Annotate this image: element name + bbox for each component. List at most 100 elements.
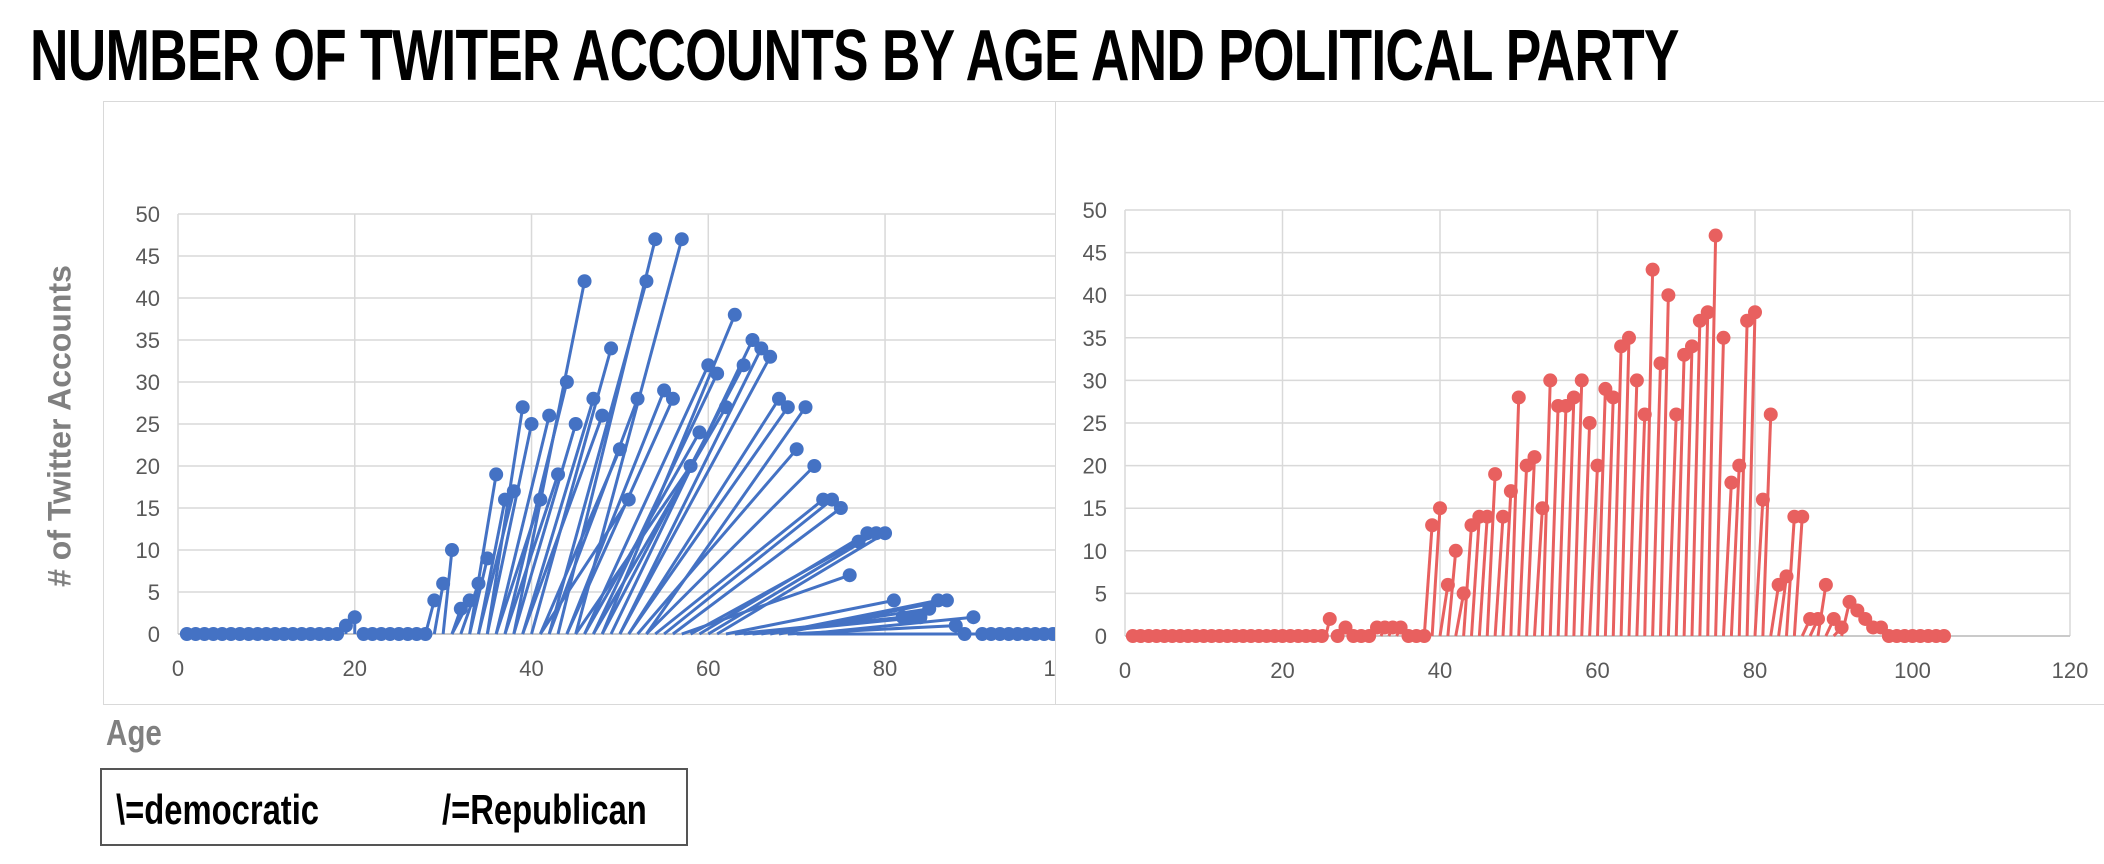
rep-point [1441, 578, 1455, 592]
rep-point [1315, 629, 1329, 643]
rep-ytick-label: 30 [1083, 368, 1107, 393]
dem-point [569, 417, 583, 431]
rep-stem [1668, 414, 1676, 636]
dem-point [507, 484, 521, 498]
dem-point [692, 425, 706, 439]
rep-stem [1598, 389, 1606, 636]
rep-stem [1645, 270, 1653, 636]
rep-stem [1605, 397, 1613, 636]
page-title: NUMBER OF TWITER ACCOUNTS BY AGE AND POL… [30, 12, 1679, 100]
rep-stem [1771, 585, 1779, 636]
rep-stem [1747, 312, 1755, 636]
dem-xtick-label: 40 [519, 656, 543, 681]
rep-stem [1763, 414, 1771, 636]
rep-point [1630, 373, 1644, 387]
dem-xtick-label: 80 [873, 656, 897, 681]
dem-point [719, 400, 733, 414]
rep-stem [1794, 517, 1802, 636]
rep-stem [1558, 406, 1566, 636]
rep-ytick-label: 15 [1083, 496, 1107, 521]
rep-stem [1487, 474, 1495, 636]
rep-point [1732, 459, 1746, 473]
rep-stem [1700, 312, 1708, 636]
democratic-chart-panel: 0 5 10 15 20 25 30 35 40 45 50 0 20 40 60 80 100 [103, 101, 1057, 705]
dem-point [966, 610, 980, 624]
rep-ytick-label: 20 [1083, 454, 1107, 479]
dem-point [348, 610, 362, 624]
rep-ytick-label: 25 [1083, 411, 1107, 436]
rep-point [1480, 510, 1494, 524]
rep-ytick-label: 50 [1083, 198, 1107, 223]
rep-point [1654, 356, 1668, 370]
rep-point [1661, 288, 1675, 302]
dem-point [418, 627, 432, 641]
rep-point [1701, 305, 1715, 319]
dem-ytick-label: 0 [148, 622, 160, 647]
rep-point [1496, 510, 1510, 524]
rep-point [1425, 518, 1439, 532]
rep-stem [1472, 517, 1480, 636]
dem-point [675, 232, 689, 246]
rep-stem [1613, 346, 1621, 636]
rep-point [1591, 459, 1605, 473]
dem-ytick-label: 10 [136, 538, 160, 563]
rep-xtick-label: 40 [1428, 658, 1452, 683]
dem-point [463, 593, 477, 607]
dem-point [737, 358, 751, 372]
dem-point [648, 232, 662, 246]
rep-xtick-label: 20 [1270, 658, 1294, 683]
dem-point [480, 551, 494, 565]
dem-ytick-label: 25 [136, 412, 160, 437]
dem-ytick-label: 5 [148, 580, 160, 605]
rep-stem [1440, 585, 1448, 636]
dem-ytick-label: 40 [136, 286, 160, 311]
dem-point [471, 577, 485, 591]
rep-point [1780, 569, 1794, 583]
rep-stem [1479, 517, 1487, 636]
dem-point [807, 459, 821, 473]
rep-point [1488, 467, 1502, 481]
dem-ytick-label: 15 [136, 496, 160, 521]
dem-point [525, 417, 539, 431]
dem-ytick-label: 45 [136, 244, 160, 269]
rep-point [1811, 612, 1825, 626]
rep-point [1835, 620, 1849, 634]
rep-point [1575, 373, 1589, 387]
dem-stem [487, 424, 531, 634]
dem-point [578, 274, 592, 288]
x-axis-label: Age [106, 712, 162, 754]
dem-point [436, 577, 450, 591]
rep-point [1685, 339, 1699, 353]
rep-stem [1716, 338, 1724, 636]
dem-xtick-label: 0 [172, 656, 184, 681]
dem-point [533, 493, 547, 507]
dem-point [604, 341, 618, 355]
rep-stem [1464, 525, 1472, 636]
dem-point [887, 593, 901, 607]
dem-point [639, 274, 653, 288]
rep-point [1709, 229, 1723, 243]
dem-point [781, 400, 795, 414]
rep-point [1323, 612, 1337, 626]
dem-point [728, 308, 742, 322]
rep-stem [1621, 338, 1629, 636]
rep-stem [1511, 397, 1519, 636]
dem-point [958, 627, 972, 641]
rep-ytick-label: 35 [1083, 326, 1107, 351]
dem-point [790, 442, 804, 456]
rep-point [1606, 390, 1620, 404]
dem-point [684, 459, 698, 473]
dem-ytick-label: 50 [136, 202, 160, 227]
dem-point [843, 568, 857, 582]
rep-point [1504, 484, 1518, 498]
rep-xtick-label: 0 [1119, 658, 1131, 683]
dem-stem [585, 365, 709, 634]
rep-point [1748, 305, 1762, 319]
rep-ytick-label: 45 [1083, 241, 1107, 266]
rep-stem [1424, 525, 1432, 636]
rep-ytick-label: 0 [1095, 624, 1107, 649]
dem-point [799, 400, 813, 414]
dem-xtick-label: 60 [696, 656, 720, 681]
rep-stem [1495, 517, 1503, 636]
legend-republican: /=Republican [442, 786, 647, 834]
